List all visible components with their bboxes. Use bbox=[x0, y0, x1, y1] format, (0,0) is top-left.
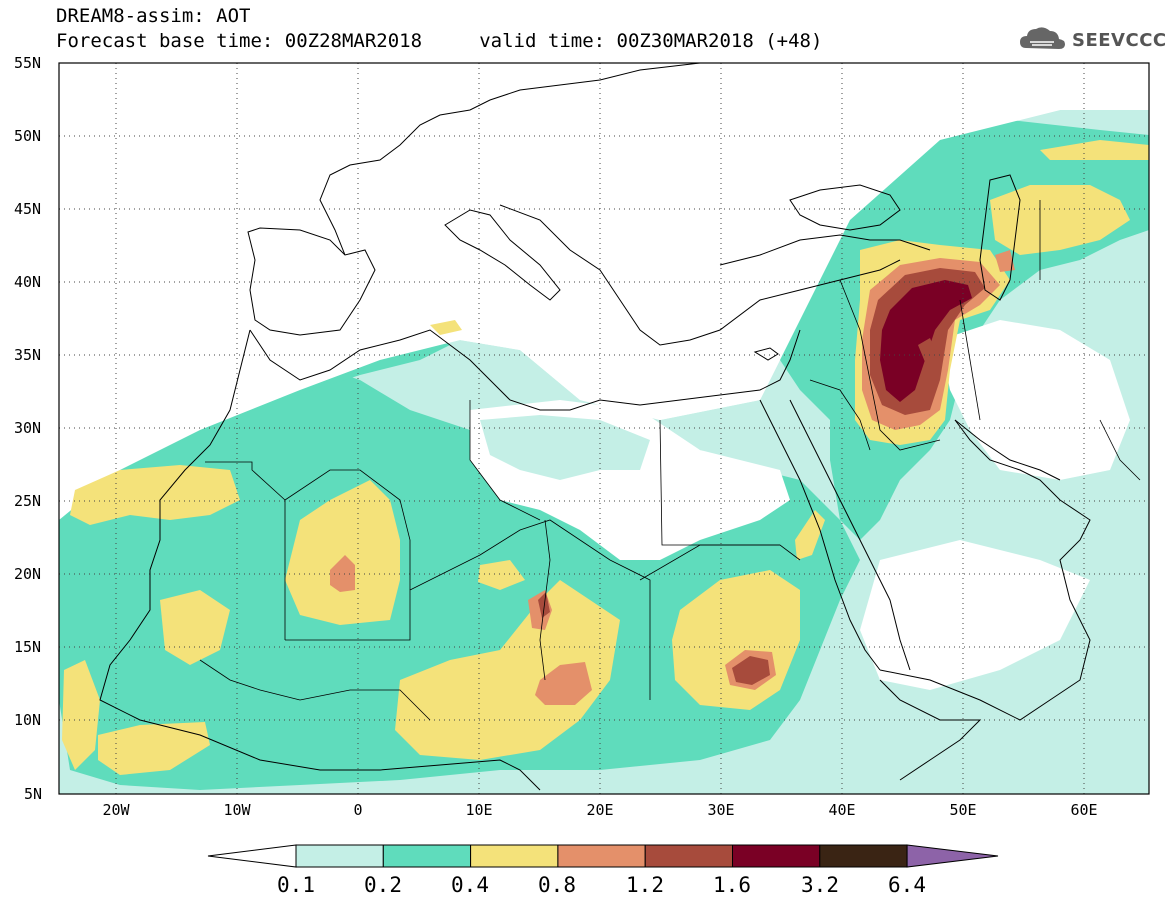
lat-label: 30N bbox=[14, 419, 41, 437]
lon-label: 20W bbox=[102, 801, 130, 819]
lat-label: 40N bbox=[14, 273, 41, 291]
lat-label: 25N bbox=[14, 492, 41, 510]
latitude-labels: 55N 50N 45N 40N 35N 30N 25N 20N 15N 10N … bbox=[14, 54, 42, 803]
lon-label: 10W bbox=[223, 801, 251, 819]
lon-label: 10E bbox=[465, 801, 492, 819]
lat-label: 55N bbox=[14, 54, 41, 72]
lat-label: 15N bbox=[14, 638, 41, 656]
lon-label: 0 bbox=[353, 801, 362, 819]
lat-label: 5N bbox=[24, 785, 42, 803]
country-borders bbox=[199, 200, 1141, 721]
lat-label: 45N bbox=[14, 200, 41, 218]
map-grid bbox=[59, 63, 1149, 794]
coastlines bbox=[99, 63, 1091, 791]
longitude-labels: 20W 10W 0 10E 20E 30E 40E 50E 60E bbox=[102, 801, 1097, 819]
cloud-icon bbox=[1020, 27, 1065, 49]
lon-label: 50E bbox=[949, 801, 976, 819]
forecast-times: Forecast base time: 00Z28MAR2018 valid t… bbox=[56, 30, 823, 52]
lon-label: 30E bbox=[707, 801, 734, 819]
lon-label: 20E bbox=[586, 801, 613, 819]
lat-label: 50N bbox=[14, 127, 41, 145]
lat-label: 20N bbox=[14, 565, 41, 583]
aot-field bbox=[59, 63, 1149, 794]
map-frame bbox=[58, 62, 1150, 795]
lat-label: 10N bbox=[14, 711, 41, 729]
lon-label: 40E bbox=[828, 801, 855, 819]
chart-title: DREAM8-assim: AOT bbox=[56, 5, 251, 27]
seevccc-logo: SEEVCCC bbox=[1072, 30, 1165, 51]
lat-label: 35N bbox=[14, 346, 41, 364]
lon-label: 60E bbox=[1070, 801, 1097, 819]
